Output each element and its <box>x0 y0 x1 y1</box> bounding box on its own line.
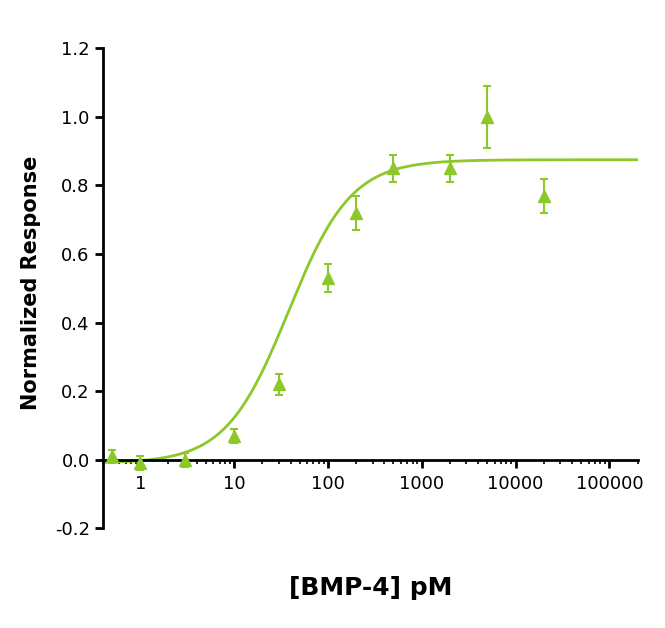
Y-axis label: Normalized Response: Normalized Response <box>21 156 41 410</box>
X-axis label: [BMP-4] pM: [BMP-4] pM <box>289 577 452 600</box>
